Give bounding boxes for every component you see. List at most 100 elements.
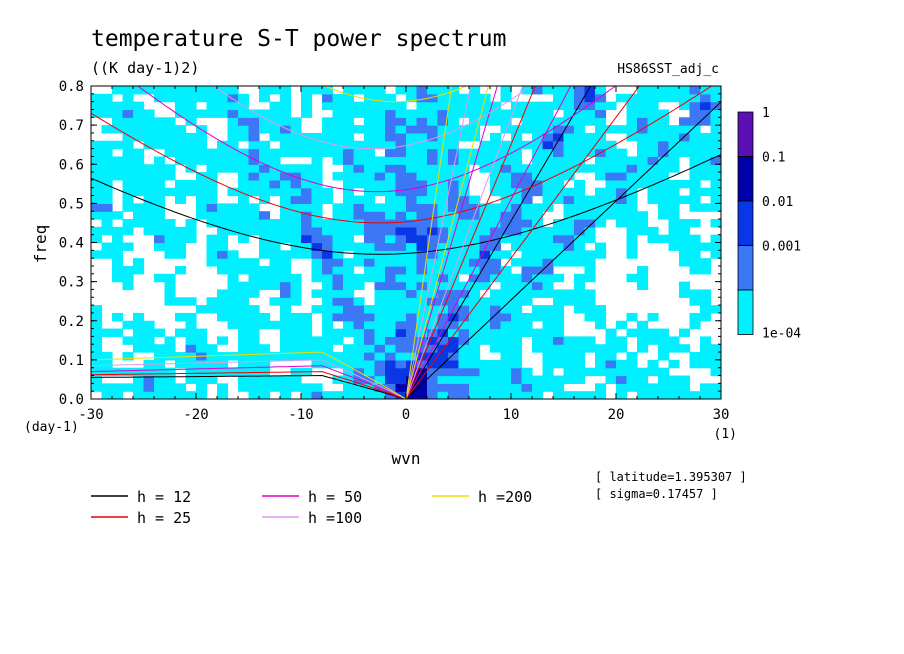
spectrum-cell	[668, 234, 680, 244]
spectrum-cell	[710, 156, 721, 165]
spectrum-cell	[679, 93, 691, 103]
spectrum-cell	[343, 179, 355, 189]
spectrum-cell	[196, 383, 208, 392]
spectrum-cell	[490, 203, 502, 212]
spectrum-cell	[469, 234, 481, 244]
spectrum-cell	[511, 164, 523, 173]
spectrum-cell	[668, 344, 680, 353]
spectrum-cell	[448, 117, 460, 126]
spectrum-cell	[469, 125, 481, 134]
spectrum-cell	[406, 164, 418, 173]
spectrum-cell	[511, 242, 523, 251]
spectrum-cell	[437, 258, 449, 267]
spectrum-cell	[101, 93, 113, 103]
spectrum-cell	[542, 117, 554, 126]
spectrum-cell	[164, 297, 176, 306]
spectrum-cell	[175, 391, 187, 399]
spectrum-cell	[301, 187, 313, 197]
spectrum-cell	[322, 305, 334, 314]
spectrum-cell	[332, 109, 344, 118]
spectrum-cell	[206, 86, 218, 95]
spectrum-cell	[532, 203, 544, 212]
spectrum-cell	[269, 179, 281, 189]
spectrum-cell	[469, 289, 481, 298]
spectrum-cell	[689, 203, 701, 212]
spectrum-cell	[563, 132, 575, 142]
spectrum-cell	[164, 117, 176, 126]
spectrum-cell	[385, 312, 397, 322]
spectrum-cell	[395, 367, 407, 377]
spectrum-cell	[343, 132, 355, 142]
spectrum-cell	[385, 101, 397, 111]
spectrum-cell	[595, 305, 607, 314]
y-tick-label: 0.6	[59, 157, 84, 173]
spectrum-cell	[280, 203, 292, 212]
spectrum-cell	[637, 109, 649, 118]
spectrum-cell	[238, 281, 250, 291]
spectrum-cell	[259, 242, 271, 251]
spectrum-cell	[679, 125, 691, 134]
spectrum-cell	[133, 265, 145, 275]
spectrum-cell	[416, 93, 428, 103]
spectrum-cell	[364, 203, 376, 212]
spectrum-cell	[626, 101, 638, 111]
spectrum-cell	[133, 391, 145, 399]
spectrum-cell	[164, 172, 176, 181]
spectrum-cell	[416, 226, 428, 236]
spectrum-cell	[437, 328, 449, 337]
spectrum-cell	[343, 195, 355, 204]
spectrum-cell	[490, 320, 502, 330]
spectrum-cell	[647, 132, 659, 142]
spectrum-cell	[563, 250, 575, 259]
spectrum-cell	[458, 234, 470, 244]
spectrum-cell	[217, 140, 229, 150]
spectrum-cell	[395, 375, 407, 384]
spectrum-cell	[133, 117, 145, 126]
spectrum-cell	[395, 265, 407, 275]
spectrum-cell	[164, 219, 176, 228]
spectrum-cell	[248, 172, 260, 181]
spectrum-cell	[511, 172, 523, 181]
spectrum-cell	[175, 328, 187, 337]
spectrum-cell	[532, 187, 544, 197]
spectrum-cell	[584, 101, 596, 111]
spectrum-cell	[469, 344, 481, 353]
spectrum-cell	[584, 164, 596, 173]
spectrum-cell	[322, 320, 334, 330]
spectrum-cell	[469, 391, 481, 399]
spectrum-cell	[553, 297, 565, 306]
spectrum-cell	[490, 101, 502, 111]
spectrum-cell	[385, 289, 397, 298]
spectrum-cell	[574, 117, 586, 126]
spectrum-cell	[479, 250, 491, 259]
spectrum-cell	[500, 305, 512, 314]
spectrum-cell	[290, 148, 302, 158]
spectrum-cell	[542, 242, 554, 251]
spectrum-cell	[217, 219, 229, 228]
spectrum-cell	[238, 156, 250, 165]
spectrum-cell	[553, 336, 565, 345]
spectrum-cell	[532, 125, 544, 134]
spectrum-cell	[227, 117, 239, 126]
spectrum-cell	[416, 336, 428, 345]
spectrum-cell	[133, 344, 145, 353]
spectrum-cell	[91, 187, 103, 197]
spectrum-cell	[374, 109, 386, 118]
spectrum-cell	[101, 156, 113, 165]
spectrum-cell	[112, 265, 124, 275]
spectrum-cell	[563, 391, 575, 399]
run-label: HS86SST_adj_c	[617, 62, 719, 77]
spectrum-cell	[563, 187, 575, 197]
spectrum-cell	[521, 250, 533, 259]
y-tick-label: 0.1	[59, 353, 84, 369]
spectrum-cell	[521, 195, 533, 204]
spectrum-cell	[280, 132, 292, 142]
spectrum-cell	[626, 93, 638, 103]
spectrum-cell	[238, 117, 250, 126]
spectrum-cell	[185, 312, 197, 322]
spectrum-cell	[196, 336, 208, 345]
spectrum-cell	[154, 86, 166, 95]
spectrum-cell	[511, 140, 523, 150]
spectrum-cell	[605, 359, 617, 369]
spectrum-cell	[542, 383, 554, 392]
